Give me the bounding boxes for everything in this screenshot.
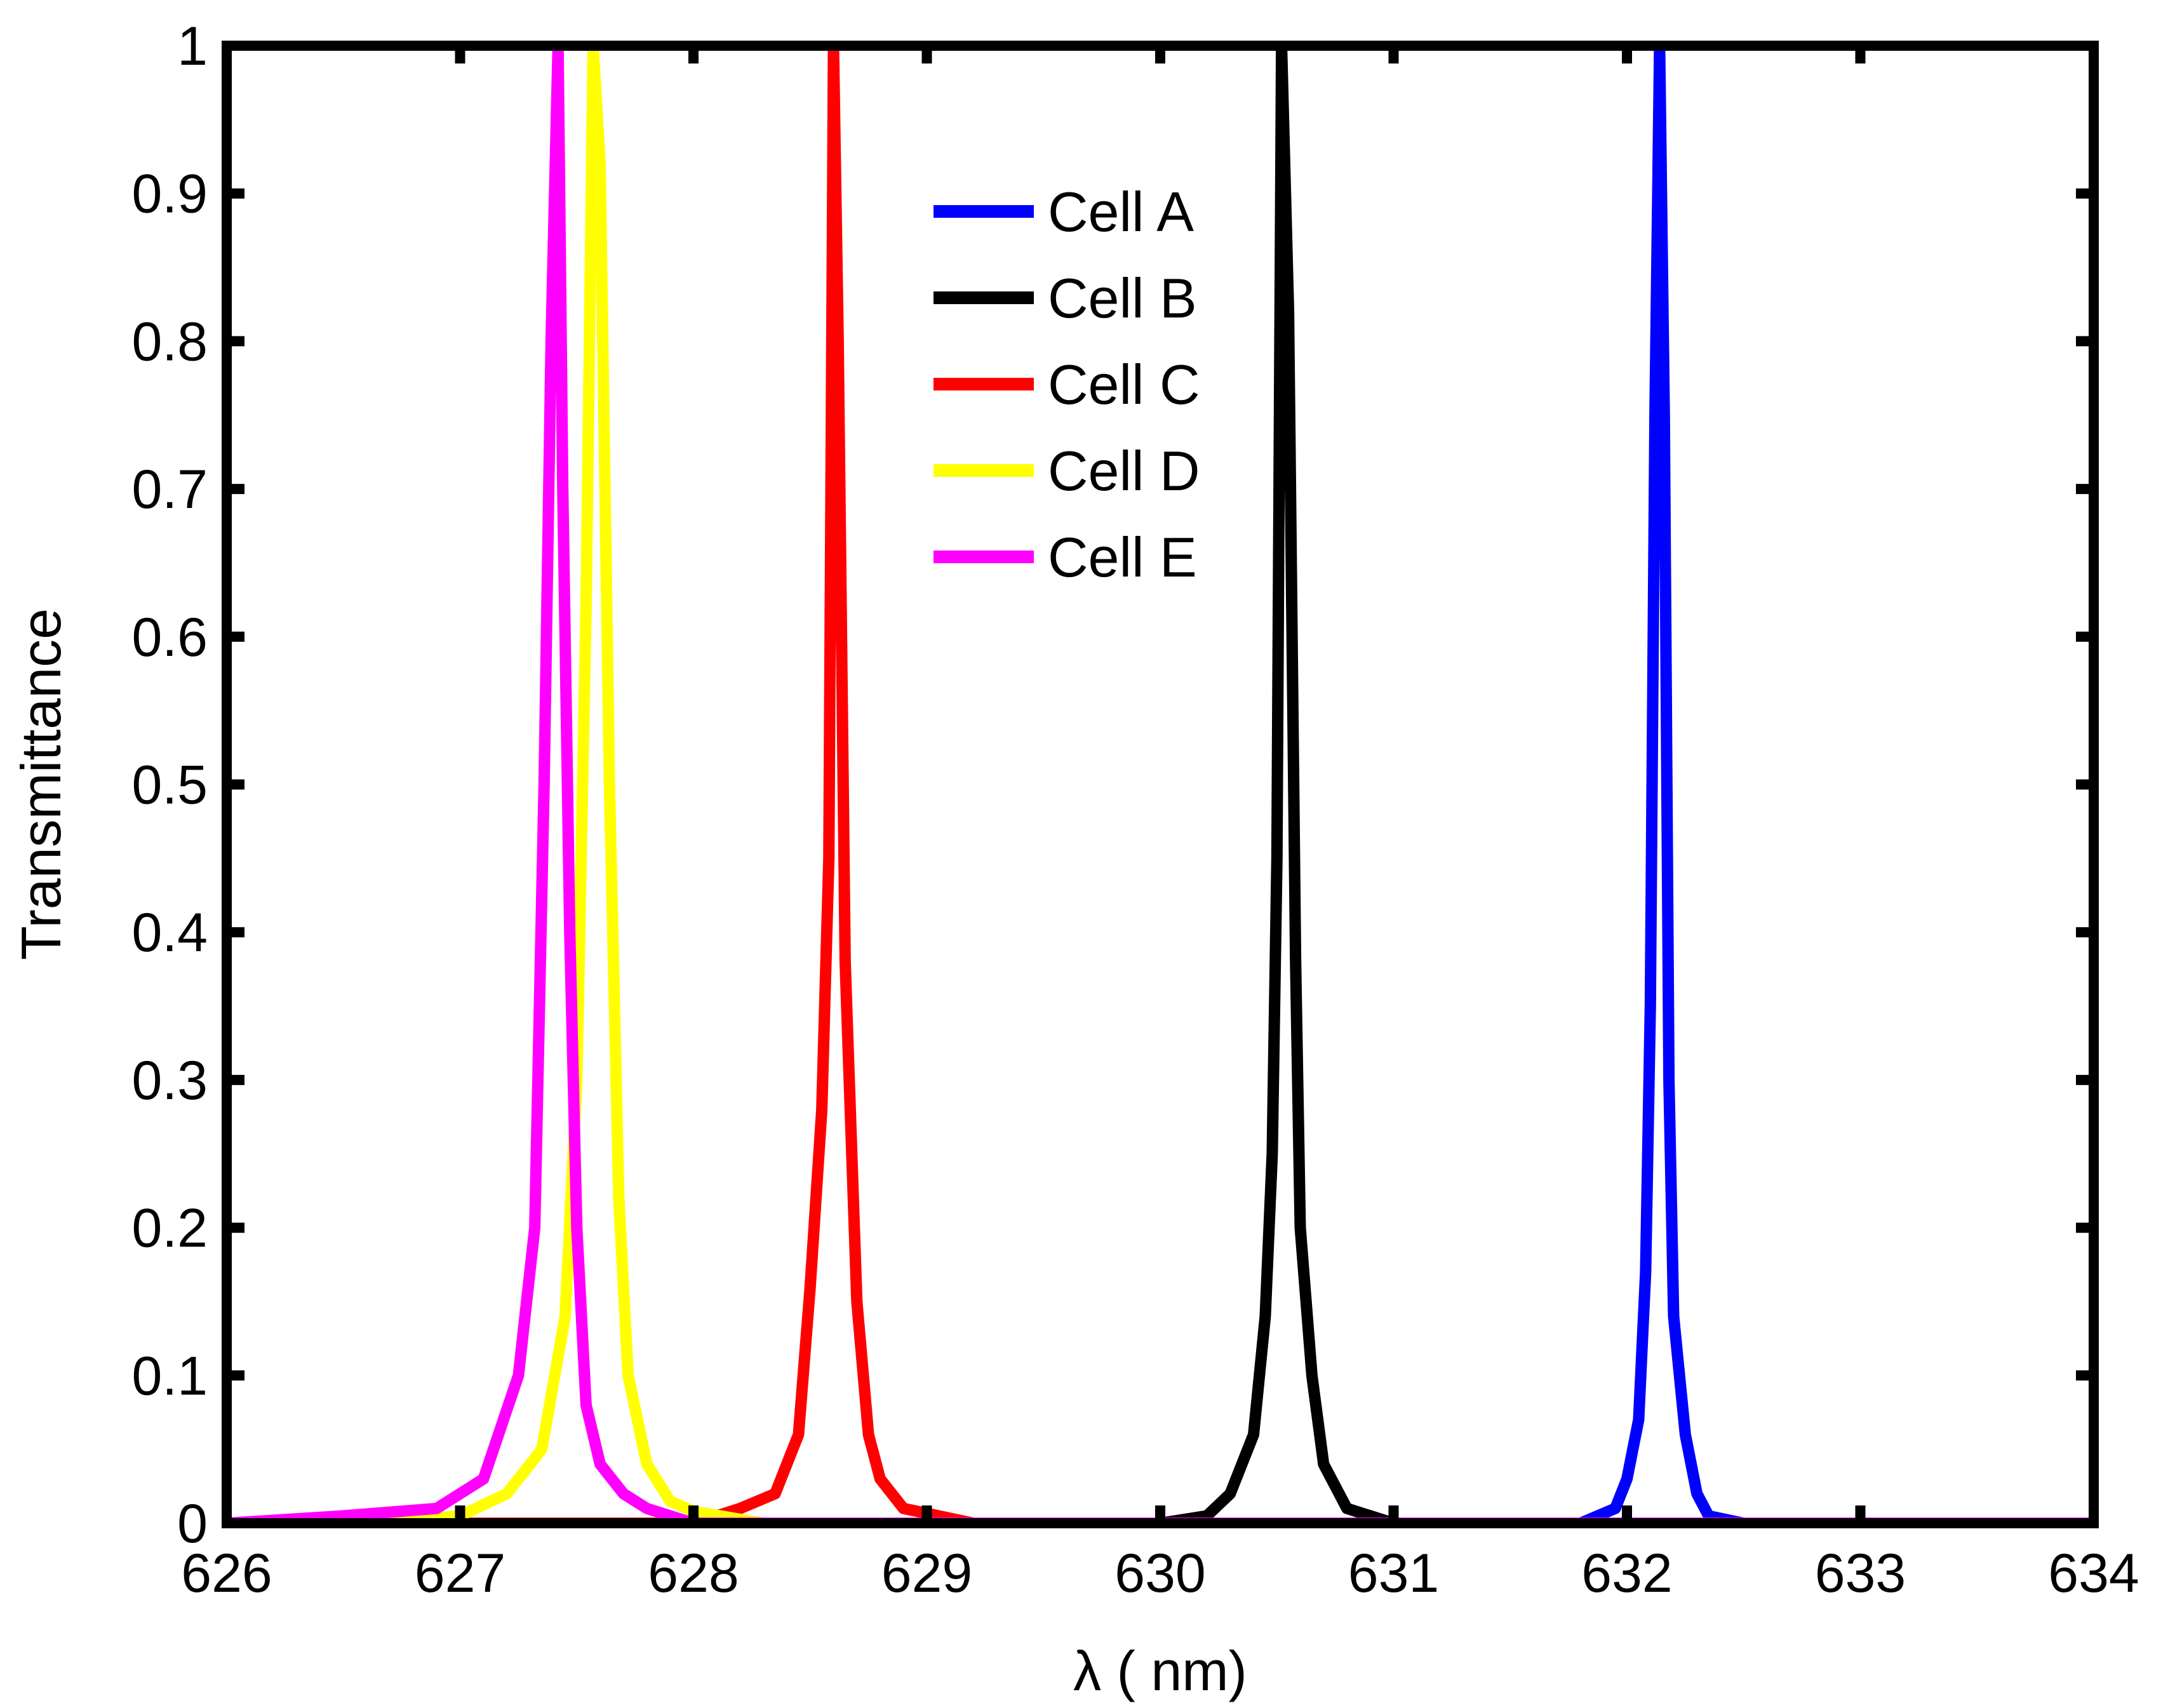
x-tick-label: 627 [415,1543,506,1604]
y-tick-label: 0.3 [131,1050,208,1111]
x-tick-label: 631 [1348,1543,1440,1604]
x-tick-label: 634 [2048,1543,2139,1604]
x-tick-labels: 626 627 628 629 630 631 632 633 634 [181,1543,2139,1604]
x-tick-label: 633 [1815,1543,1906,1604]
series-line-cell-a [1577,46,1745,1523]
legend-label: Cell E [1048,526,1197,589]
y-tick-label: 0.9 [131,164,208,225]
y-tick-label: 0.7 [131,459,208,520]
y-tick-label: 0.6 [131,607,208,668]
y-tick-label: 0.8 [131,311,208,372]
y-tick-label: 0.5 [131,755,208,816]
series-layer [227,46,2094,1523]
series-line-cell-c [460,46,975,1523]
y-tick-label: 1 [177,16,208,77]
y-tick-label: 0.4 [131,902,208,963]
series-line-cell-d [366,46,765,1523]
x-axis-label: λ ( nm) [1073,1639,1247,1702]
y-tick-label: 0 [177,1493,208,1554]
x-tick-label: 632 [1581,1543,1673,1604]
legend-label: Cell B [1048,267,1197,330]
y-tick-labels: 0 0.1 0.2 0.3 0.4 0.5 0.6 0.7 0.8 0.9 1 [131,16,208,1554]
y-axis-label: Transmittance [10,608,72,960]
x-tick-label: 630 [1114,1543,1206,1604]
plot-frame [222,41,2099,1528]
legend-label: Cell A [1048,180,1194,243]
legend: Cell A Cell B Cell C Cell D Cell E [934,180,1200,589]
legend-label: Cell D [1048,439,1200,502]
x-tick-label: 626 [181,1543,272,1604]
y-tick-label: 0.2 [131,1198,208,1259]
y-tick-label: 0.1 [131,1345,208,1406]
legend-label: Cell C [1048,353,1200,416]
x-tick-label: 629 [881,1543,973,1604]
series-line-cell-b [1159,46,1396,1523]
series-line-cell-e [227,46,2094,1523]
x-tick-label: 628 [648,1543,739,1604]
